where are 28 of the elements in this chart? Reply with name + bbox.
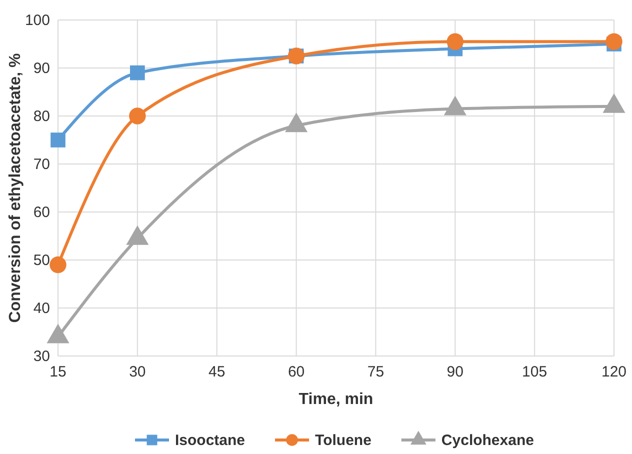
- x-tick-label: 75: [367, 364, 384, 381]
- x-tick-label: 120: [601, 364, 627, 381]
- y-tick-label: 70: [33, 156, 50, 173]
- x-tick-label: 105: [522, 364, 548, 381]
- y-tick-label: 40: [33, 300, 50, 317]
- y-tick-label: 80: [33, 108, 50, 125]
- y-tick-label: 100: [24, 12, 50, 29]
- point: [130, 65, 145, 80]
- x-tick-label: 45: [208, 364, 226, 381]
- point: [446, 33, 464, 50]
- point: [50, 132, 66, 148]
- x-tick-label: 15: [50, 364, 66, 381]
- point: [606, 33, 622, 50]
- y-tick-label: 60: [33, 204, 50, 221]
- legend-label: Cyclohexane: [441, 432, 534, 449]
- y-axis-title: Conversion of ethylacetoacetate, %: [7, 53, 24, 323]
- x-tick-label: 60: [288, 364, 305, 381]
- point: [46, 324, 70, 344]
- point: [129, 108, 146, 124]
- point: [126, 225, 149, 245]
- y-tick-label: 50: [33, 252, 50, 269]
- legend-label: Toluene: [315, 432, 372, 449]
- y-tick-label: 30: [33, 348, 50, 365]
- x-tick-label: 30: [129, 364, 146, 381]
- x-axis-title: Time, min: [298, 391, 374, 408]
- x-tick-label: 90: [446, 364, 464, 381]
- legend-label: Isooctane: [175, 432, 246, 449]
- y-tick-label: 90: [33, 60, 50, 77]
